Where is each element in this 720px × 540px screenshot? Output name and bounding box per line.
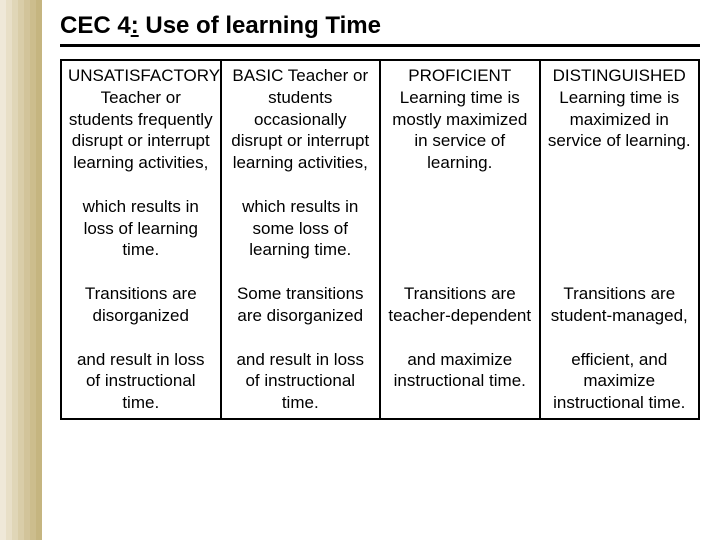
cell-text: UNSATISFACTORY Teacher or students frequ… (68, 65, 214, 174)
cell-text: PROFICIENT Learning time is mostly maxim… (387, 65, 533, 174)
spacer (68, 269, 214, 283)
cell-text: which results in some loss of learning t… (228, 196, 374, 261)
cell-basic-1: BASIC Teacher or students occasionally d… (221, 60, 381, 178)
cell-unsatisfactory-1: UNSATISFACTORY Teacher or students frequ… (61, 60, 221, 178)
cell-text: and maximize instructional time. (387, 349, 533, 393)
cell-unsatisfactory-2: which results in loss of learning time. (61, 178, 221, 265)
cell-text: Transitions are disorganized (68, 283, 214, 327)
title-rest: Use of learning Time (139, 12, 381, 39)
title-colon: : (131, 12, 139, 39)
cell-text: Transitions are teacher-dependent (387, 283, 533, 327)
table-row: and result in loss of instructional time… (61, 331, 699, 419)
cell-distinguished-4: efficient, and maximize instructional ti… (540, 331, 700, 419)
cell-proficient-3: Transitions are teacher-dependent (380, 265, 540, 331)
cell-basic-4: and result in loss of instructional time… (221, 331, 381, 419)
cell-text: which results in loss of learning time. (68, 196, 214, 261)
cell-text: efficient, and maximize instructional ti… (547, 349, 693, 414)
page-title: CEC 4: Use of learning Time (60, 12, 700, 47)
cell-basic-2: which results in some loss of learning t… (221, 178, 381, 265)
cell-text: and result in loss of instructional time… (68, 349, 214, 414)
cell-text: Some transitions are disorganized (228, 283, 374, 327)
spacer (547, 335, 693, 349)
rubric-table: UNSATISFACTORY Teacher or students frequ… (60, 59, 700, 420)
cell-text: BASIC Teacher or students occasionally d… (228, 65, 374, 174)
cell-text: and result in loss of instructional time… (228, 349, 374, 414)
stripe-col (36, 0, 42, 540)
table-row: Transitions are disorganized Some transi… (61, 265, 699, 331)
spacer (228, 182, 374, 196)
spacer (228, 269, 374, 283)
spacer (228, 335, 374, 349)
cell-distinguished-1: DISTINGUISHED Learning time is maximized… (540, 60, 700, 178)
title-prefix: CEC 4 (60, 12, 131, 39)
page-content: CEC 4: Use of learning Time UNSATISFACTO… (60, 12, 700, 530)
cell-text: Transitions are student-managed, (547, 283, 693, 327)
decorative-left-stripe (0, 0, 42, 540)
cell-text: DISTINGUISHED Learning time is maximized… (547, 65, 693, 152)
cell-basic-3: Some transitions are disorganized (221, 265, 381, 331)
table-row: UNSATISFACTORY Teacher or students frequ… (61, 60, 699, 178)
cell-distinguished-3: Transitions are student-managed, (540, 265, 700, 331)
spacer (68, 182, 214, 196)
table-row: which results in loss of learning time. … (61, 178, 699, 265)
spacer (387, 335, 533, 349)
cell-distinguished-2 (540, 178, 700, 265)
cell-proficient-2 (380, 178, 540, 265)
cell-unsatisfactory-3: Transitions are disorganized (61, 265, 221, 331)
cell-unsatisfactory-4: and result in loss of instructional time… (61, 331, 221, 419)
spacer (68, 335, 214, 349)
cell-proficient-1: PROFICIENT Learning time is mostly maxim… (380, 60, 540, 178)
cell-proficient-4: and maximize instructional time. (380, 331, 540, 419)
spacer (387, 269, 533, 283)
spacer (547, 269, 693, 283)
